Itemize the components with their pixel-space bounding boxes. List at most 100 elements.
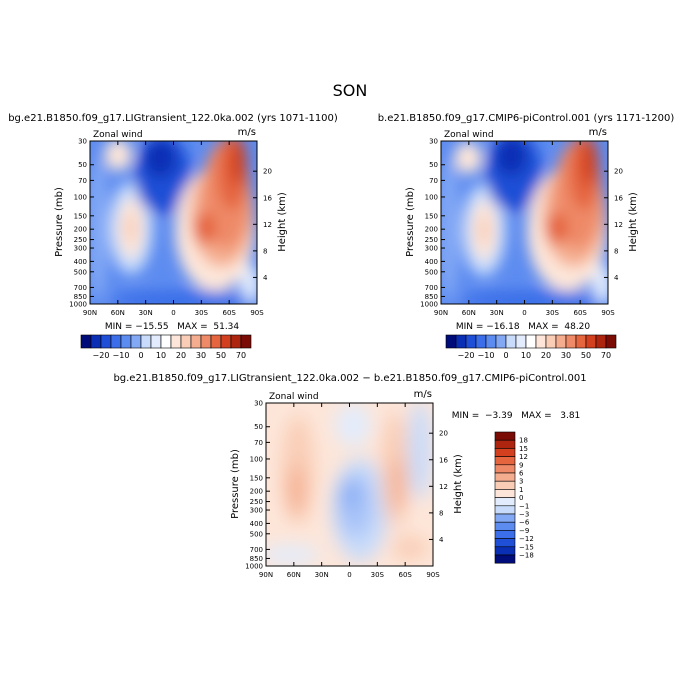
y-tick-label: 300 — [74, 245, 87, 253]
colorbar-swatch — [455, 334, 467, 349]
colorbar-swatch — [220, 334, 232, 349]
colorbar-swatch — [160, 334, 172, 349]
colorbar-swatch — [200, 334, 212, 349]
colorbar-label: 15 — [519, 445, 528, 453]
right-tick-label: 8 — [439, 509, 443, 517]
x-tick-label: 60N — [462, 309, 476, 317]
right-tick-label: 20 — [439, 430, 448, 438]
colorbar-swatch — [494, 505, 516, 515]
colorbar-label: 30 — [196, 351, 206, 360]
y-tick-label: 250 — [250, 498, 263, 506]
x-tick-label: 60N — [111, 309, 125, 317]
colorbar-swatch — [595, 334, 607, 349]
colorbar-swatch — [240, 334, 252, 349]
x-tick-label: 0 — [171, 309, 175, 317]
colorbar-label: 9 — [519, 461, 523, 469]
y-tick-label: 50 — [78, 161, 87, 169]
colorbar-swatch — [130, 334, 142, 349]
panel-title: b.e21.B1850.f09_g17.CMIP6-piControl.001 … — [378, 113, 675, 124]
right-axis-ticks: 20 16 12 8 4 — [604, 168, 623, 282]
variable-label: Zonal wind — [93, 130, 143, 140]
colorbar-label: −6 — [519, 519, 530, 527]
colorbar-label: −12 — [519, 535, 534, 543]
colorbar-swatch — [494, 472, 516, 482]
y-tick-label: 70 — [78, 177, 87, 185]
x-tick-label: 30S — [546, 309, 560, 317]
colorbar-label: −18 — [519, 552, 534, 560]
contour-field — [441, 141, 608, 304]
right-tick-label: 12 — [439, 483, 448, 491]
x-tick-label: 0 — [522, 309, 526, 317]
colorbar-label: 3 — [519, 478, 523, 486]
right-tick-label: 4 — [263, 274, 268, 282]
right-axis-label: Height (km) — [453, 454, 464, 514]
x-tick-label: 90N — [83, 309, 97, 317]
x-tick-label: 30S — [195, 309, 209, 317]
y-tick-label: 50 — [254, 423, 263, 431]
y-tick-label: 30 — [78, 138, 87, 146]
variable-label: Zonal wind — [444, 130, 494, 140]
colorbar-label: −10 — [113, 351, 130, 360]
colorbar-swatch — [494, 439, 516, 449]
colorbar-swatch — [465, 334, 477, 349]
y-tick-label: 200 — [250, 488, 263, 496]
y-tick-label: 100 — [74, 193, 87, 201]
colorbar-label: 18 — [519, 437, 528, 445]
x-tick-label: 90S — [601, 309, 615, 317]
x-tick-label: 30N — [490, 309, 504, 317]
colorbar-swatch — [494, 456, 516, 466]
colorbar-label: −10 — [478, 351, 495, 360]
y-tick-label: 150 — [74, 212, 87, 220]
colorbar-swatch — [230, 334, 242, 349]
colorbar-label: 50 — [581, 351, 591, 360]
y-tick-label: 850 — [250, 555, 263, 563]
colorbar-label: 0 — [138, 351, 143, 360]
y-tick-label: 700 — [250, 546, 263, 554]
colorbar-label: 0 — [519, 494, 523, 502]
right-axis-ticks: 20 16 12 8 4 — [253, 168, 272, 282]
colorbar-swatch — [80, 334, 92, 349]
colorbar-swatch — [494, 554, 516, 564]
colorbar-swatch — [110, 334, 122, 349]
y-tick-label: 850 — [425, 293, 438, 301]
right-tick-label: 16 — [263, 194, 272, 202]
y-tick-label: 50 — [429, 161, 438, 169]
x-tick-label: 60S — [398, 571, 412, 579]
y-axis-label: Pressure (mb) — [405, 187, 416, 257]
colorbar-swatch — [494, 538, 516, 548]
page-title: SON — [333, 81, 368, 100]
y-axis-label: Pressure (mb) — [54, 187, 65, 257]
colorbar-swatch — [494, 464, 516, 474]
x-tick-label: 60S — [573, 309, 587, 317]
x-tick-label: 60N — [287, 571, 301, 579]
min-max-stats: MIN = −15.55 MAX = 51.34 — [105, 322, 240, 332]
x-tick-label: 90S — [426, 571, 440, 579]
right-tick-label: 8 — [614, 247, 618, 255]
y-tick-label: 200 — [74, 226, 87, 234]
colorbar-label: 0 — [503, 351, 508, 360]
y-tick-label: 500 — [250, 530, 263, 538]
panel-lig: bg.e21.B1850.f09_g17.LIGtransient_122.0k… — [8, 113, 338, 360]
colorbar-label: 10 — [156, 351, 166, 360]
y-tick-label: 400 — [250, 520, 263, 528]
colorbar-swatch — [494, 530, 516, 539]
colorbar-label: 12 — [519, 453, 528, 461]
x-tick-label: 30S — [371, 571, 385, 579]
y-tick-label: 150 — [425, 212, 438, 220]
y-tick-label: 100 — [425, 193, 438, 201]
colorbar-swatch — [445, 334, 457, 349]
colorbar: −20 −10 0 10 20 30 50 70 — [445, 334, 617, 360]
y-tick-label: 500 — [74, 268, 87, 276]
colorbar-swatch — [494, 513, 516, 523]
variable-label: Zonal wind — [269, 392, 319, 402]
colorbar-swatch — [494, 431, 516, 441]
y-tick-label: 30 — [429, 138, 438, 146]
x-tick-label: 30N — [139, 309, 153, 317]
colorbar-swatch — [505, 334, 517, 349]
x-tick-label: 90N — [259, 571, 273, 579]
